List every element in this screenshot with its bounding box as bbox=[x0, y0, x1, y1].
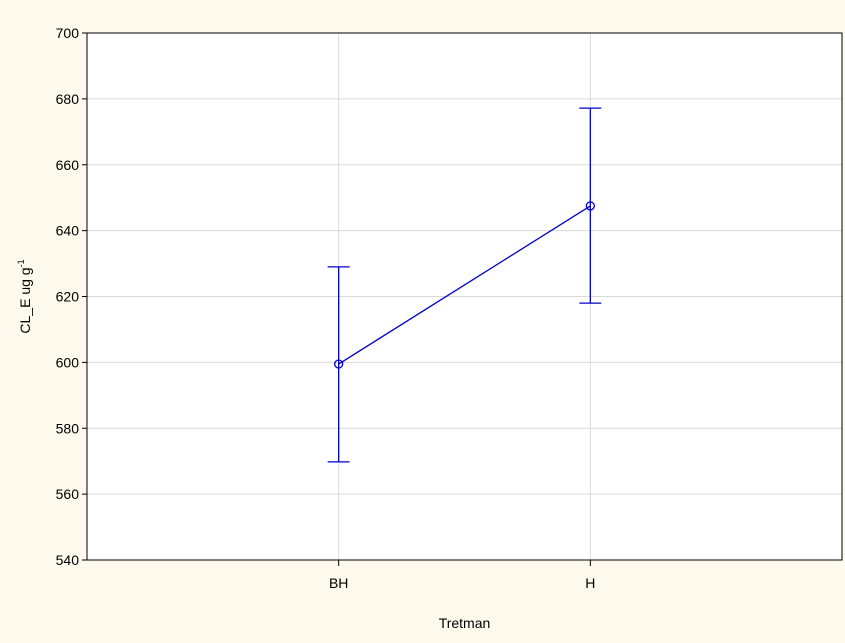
y-axis-title-main: CL_E ug g bbox=[17, 267, 33, 333]
y-tick-label: 700 bbox=[56, 25, 80, 41]
data-point bbox=[585, 201, 595, 211]
y-tick-label: 660 bbox=[56, 157, 80, 173]
y-tick-label: 640 bbox=[56, 223, 80, 239]
y-tick-label: 560 bbox=[56, 486, 80, 502]
y-tick-label: 620 bbox=[56, 289, 80, 305]
data-point bbox=[334, 359, 344, 369]
x-tick-label: BH bbox=[329, 575, 348, 591]
y-tick-label: 680 bbox=[56, 91, 80, 107]
x-tick-label: H bbox=[585, 575, 595, 591]
y-tick-label: 600 bbox=[56, 354, 80, 370]
x-axis-title: Tretman bbox=[439, 615, 491, 631]
x-axis-ticks: BH H bbox=[329, 560, 595, 591]
y-tick-label: 580 bbox=[56, 420, 80, 436]
data-series bbox=[327, 107, 602, 463]
series-line bbox=[338, 205, 591, 365]
y-axis-title: CL_E ug g-1 bbox=[16, 259, 33, 333]
y-axis-ticks: 540 560 580 600 620 640 660 680 700 bbox=[56, 25, 87, 568]
plot-frame bbox=[86, 32, 843, 561]
y-axis-title-superscript: -1 bbox=[16, 259, 26, 267]
y-tick-label: 540 bbox=[56, 552, 80, 568]
